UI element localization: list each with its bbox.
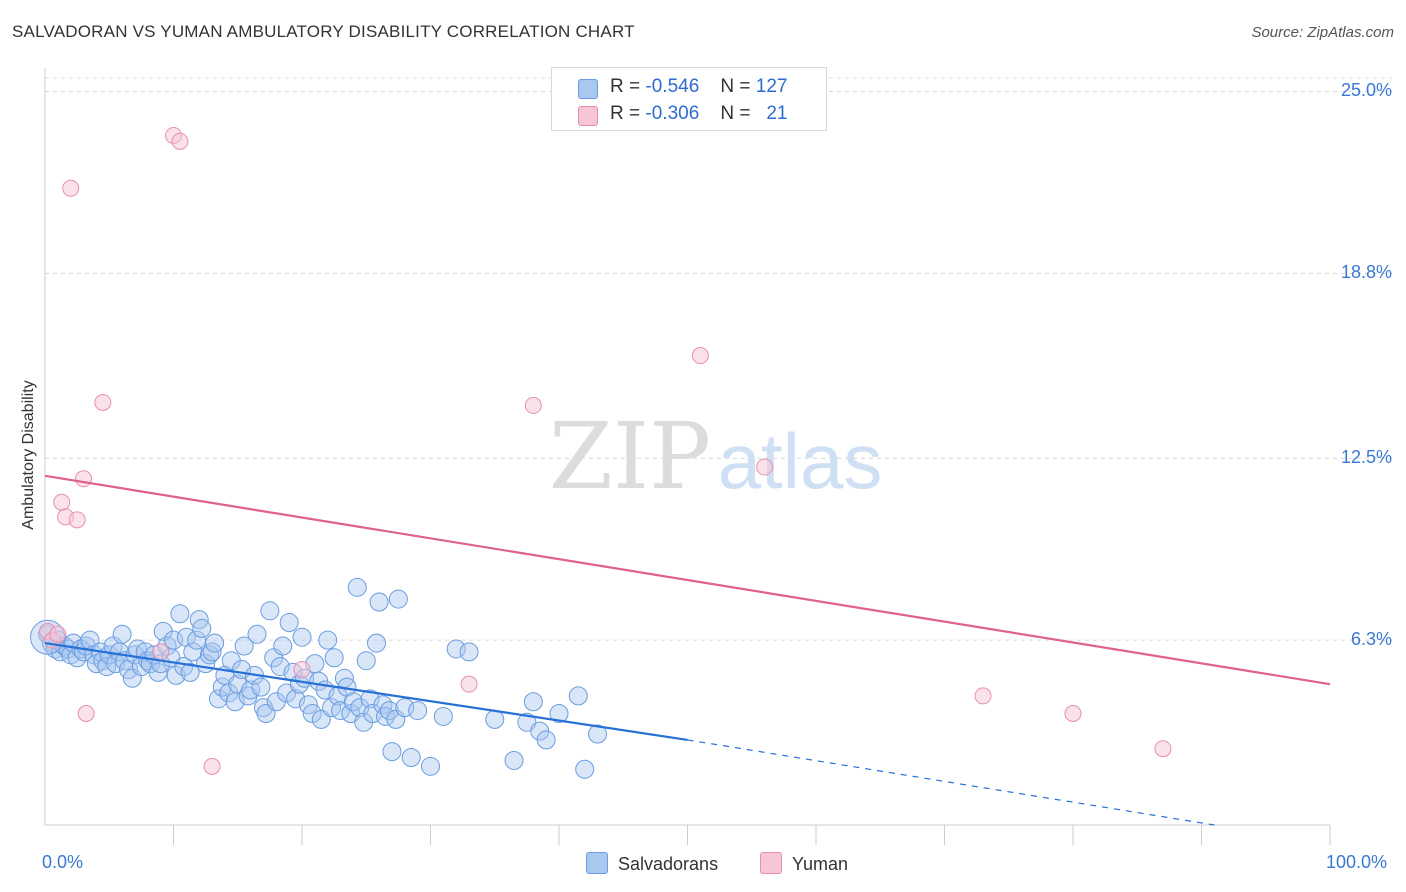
salvadoran-point (485, 709, 505, 729)
legend-yuman-label: Yuman (792, 854, 849, 874)
y-tick-label: 12.5% (1340, 447, 1392, 468)
salvadoran-point (369, 592, 389, 612)
yuman-point (524, 396, 542, 414)
yuman-point (1064, 705, 1082, 723)
salvadoran-point (192, 618, 212, 638)
salvadoran-point (112, 624, 132, 644)
x-tick-min: 0.0% (42, 852, 84, 872)
salvadoran-point (395, 698, 415, 718)
salvadoran-point (324, 648, 344, 668)
r-value-yuman: -0.306 (645, 103, 700, 124)
yuman-point (1154, 740, 1172, 758)
axes (44, 68, 1331, 845)
yuman-point (77, 705, 95, 723)
yuman-swatch (578, 106, 598, 126)
salvadoran-point (401, 748, 421, 768)
salvadoran-point (504, 750, 524, 770)
salvadoran-point (446, 639, 466, 659)
legend-yuman: Yuman (760, 852, 848, 875)
salvadoran-point (234, 636, 254, 656)
salvadoran-point (549, 704, 569, 724)
yuman-point (974, 687, 992, 705)
salvadoran-point (251, 677, 271, 697)
watermark-atlas: atlas (718, 417, 883, 505)
salvadoran-point (180, 662, 200, 682)
legend-salvadorans: Salvadorans (586, 852, 718, 875)
chart-title: SALVADORAN VS YUMAN AMBULATORY DISABILIT… (12, 22, 635, 41)
yuman-point (691, 347, 709, 365)
y-tick-label: 6.3% (1350, 629, 1392, 650)
salvadoran-point (183, 642, 203, 662)
yuman-trend-line (44, 474, 1331, 686)
salvadorans-swatch (578, 79, 598, 99)
salvadoran-point (536, 730, 556, 750)
source-credit: Source: ZipAtlas.com (1251, 24, 1394, 41)
yuman-point (75, 470, 93, 488)
salvadoran-point (164, 630, 183, 650)
salvadoran-point (575, 759, 595, 779)
yuman-point (460, 675, 478, 693)
salvadoran-point (208, 689, 228, 709)
legend-salvadorans-label: Salvadorans (618, 854, 719, 874)
gridlines (45, 77, 1392, 641)
yuman-point (293, 660, 311, 678)
yuman-point (171, 132, 189, 150)
y-tick-label: 18.8% (1340, 262, 1392, 283)
yuman-point (152, 643, 170, 661)
n-label: N = (720, 76, 751, 97)
yuman-point (49, 625, 67, 643)
salvadoran-point (292, 627, 312, 647)
salvadoran-point (170, 604, 190, 624)
salvadoran-point (279, 613, 299, 633)
zipatlas-watermark: ZIP atlas (549, 403, 882, 510)
yuman-point (68, 511, 86, 529)
salvadoran-point (347, 577, 367, 597)
salvadoran-point (459, 642, 479, 662)
salvadoran-point (433, 706, 453, 726)
salvadoran-point (421, 756, 440, 776)
salvadoran-point (273, 636, 293, 656)
salvadoran-point (388, 589, 408, 609)
yuman-point (203, 757, 221, 775)
salvadoran-point (205, 633, 225, 653)
salvadoran-trend-line (44, 641, 688, 741)
legend-salvadorans-swatch (586, 852, 608, 874)
salvadoran-point (302, 704, 322, 724)
salvadoran-point (318, 630, 338, 650)
y-tick-label: 25.0% (1340, 80, 1392, 101)
n-label: N = (720, 103, 751, 124)
salvadoran-point (199, 645, 219, 665)
yuman-point (94, 393, 112, 411)
salvadoran-point (408, 701, 428, 721)
salvadoran-point (382, 742, 402, 762)
salvadoran-point (260, 601, 280, 621)
r-label: R = (610, 103, 641, 124)
watermark-zip: ZIP (549, 403, 711, 510)
salvadoran-point (588, 724, 608, 744)
salvadoran-points (30, 577, 608, 779)
salvadoran-point (568, 686, 588, 706)
legend-yuman-swatch (760, 852, 782, 874)
yuman-point (62, 179, 80, 197)
salvadoran-point (367, 633, 387, 653)
stats-legend: R = -0.546 N = 127 R = -0.306 N = 21 (551, 67, 827, 131)
x-tick-max: 100.0% (1326, 852, 1388, 872)
n-value-yuman: 21 (766, 103, 788, 124)
salvadoran-point (286, 689, 306, 709)
n-value-salvadorans: 127 (755, 76, 788, 97)
yuman-points (39, 126, 1172, 775)
r-value-salvadorans: -0.546 (645, 76, 700, 97)
salvadoran-point (247, 624, 267, 644)
salvadoran-point (523, 692, 543, 712)
salvadoran-point (270, 657, 290, 677)
salvadoran-trend-extension (687, 739, 1215, 826)
trend-lines (44, 474, 1331, 826)
yuman-point (53, 493, 71, 511)
salvadoran-point (356, 651, 376, 671)
salvadoran-point (360, 689, 380, 709)
yuman-point (756, 458, 774, 476)
r-label: R = (610, 76, 641, 97)
